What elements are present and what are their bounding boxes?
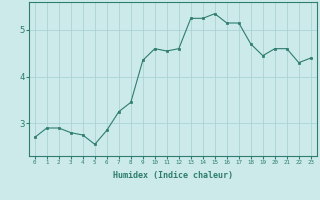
X-axis label: Humidex (Indice chaleur): Humidex (Indice chaleur) [113,171,233,180]
